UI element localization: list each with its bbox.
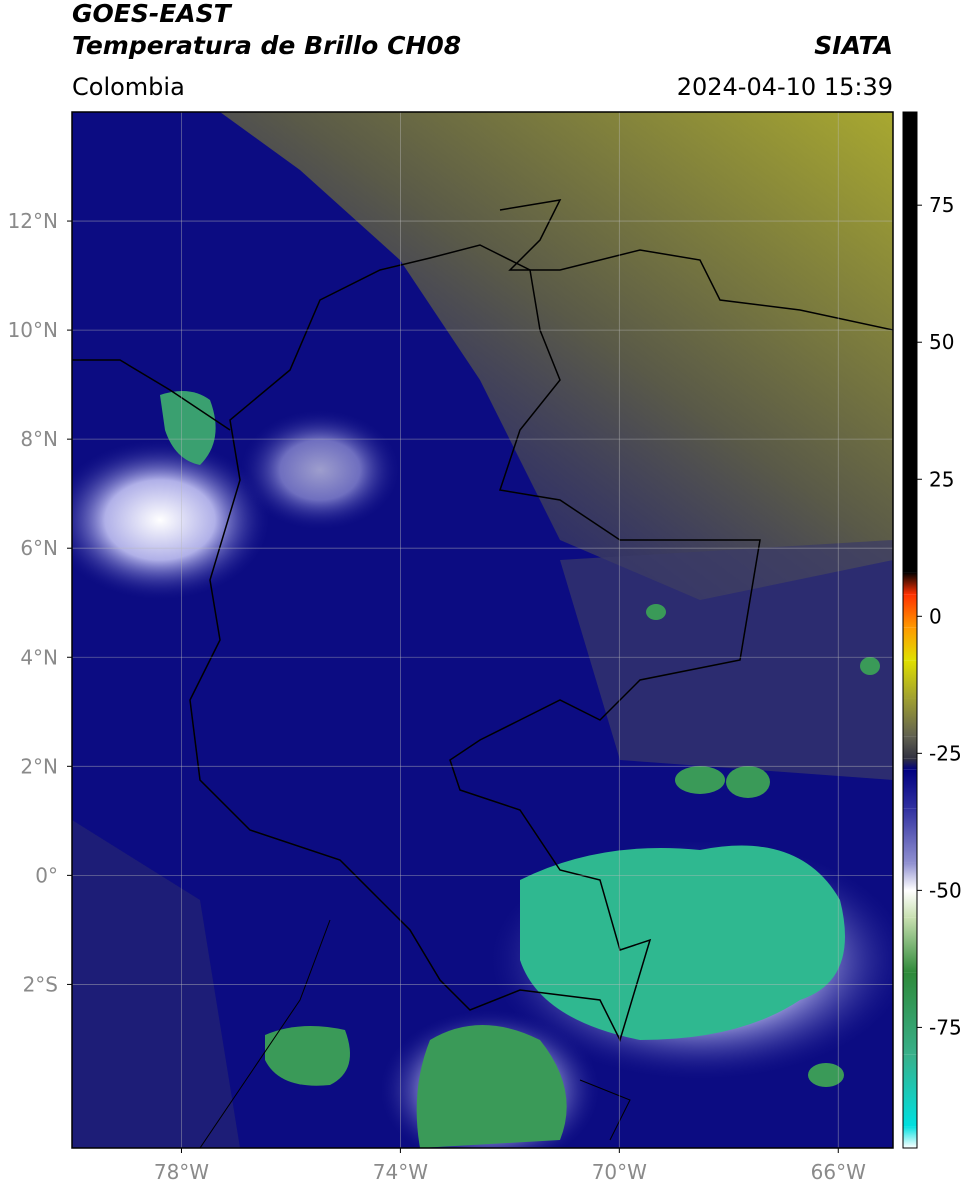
timestamp: 2024-04-10 15:39 (677, 73, 893, 101)
colorbar-tick-label: 50 (929, 330, 954, 354)
colorbar-segment (903, 1054, 917, 1127)
region: Colombia (72, 73, 185, 101)
colorbar-tick-label: 75 (929, 193, 954, 217)
colorbar-segment (903, 736, 917, 759)
x-tick-label: 78°W (154, 1160, 209, 1184)
y-tick-label: 6°N (20, 536, 58, 560)
title: GOES-EAST (72, 0, 233, 28)
colorbar-tick-label: 0 (929, 604, 942, 628)
colorbar-segment (903, 862, 917, 891)
colorbar-segment (903, 572, 917, 595)
y-tick-label: 2°S (23, 972, 58, 996)
colorbar-segment (903, 660, 917, 699)
subtitle: Temperatura de Brillo CH08 (72, 31, 461, 60)
y-tick-label: 4°N (20, 645, 58, 669)
colorbar-tick-label: 25 (929, 467, 954, 491)
colorbar-segment (903, 627, 917, 661)
colorbar (903, 112, 917, 1148)
x-tick-label: 74°W (373, 1160, 428, 1184)
colorbar-segment (903, 594, 917, 628)
colorbar-segment (903, 808, 917, 863)
colorbar-frame (902, 111, 918, 1149)
colorbar-segment (903, 890, 917, 918)
map-frame (71, 111, 894, 1149)
colorbar-segment (903, 917, 917, 973)
x-tick-label: 66°W (811, 1160, 866, 1184)
colorbar-segment (903, 758, 917, 770)
y-tick-label: 2°N (20, 754, 58, 778)
colorbar-tick-label: -25 (929, 741, 962, 765)
colorbar-segment (903, 112, 917, 573)
colorbar-segment (903, 972, 917, 1055)
grid (72, 112, 893, 1148)
colorbar-segment (903, 1126, 917, 1148)
y-tick-label: 8°N (20, 427, 58, 451)
y-tick-label: 12°N (8, 209, 58, 233)
satellite-image (72, 112, 893, 1148)
y-tick-label: 10°N (8, 318, 58, 342)
x-tick-label: 70°W (592, 1160, 647, 1184)
source: SIATA (814, 31, 893, 60)
colorbar-tick-label: -75 (929, 1015, 962, 1039)
y-tick-label: 0° (35, 863, 58, 887)
colorbar-segment (903, 769, 917, 809)
colorbar-segment (903, 698, 917, 737)
colorbar-tick-label: -50 (929, 878, 962, 902)
